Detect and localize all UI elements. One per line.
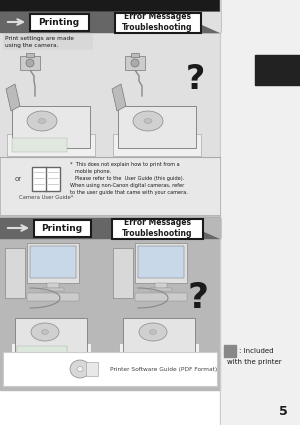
Bar xyxy=(150,288,172,291)
Bar xyxy=(138,246,184,278)
Bar xyxy=(135,293,187,301)
Bar xyxy=(220,0,300,425)
Ellipse shape xyxy=(38,119,46,124)
Polygon shape xyxy=(175,12,220,32)
Text: Error Messages
Troubleshooting: Error Messages Troubleshooting xyxy=(122,218,192,238)
Bar xyxy=(224,345,236,357)
Bar xyxy=(7,134,95,156)
Ellipse shape xyxy=(133,111,163,131)
Ellipse shape xyxy=(149,329,157,334)
Bar xyxy=(5,248,25,298)
Bar xyxy=(113,248,133,298)
Text: Printing: Printing xyxy=(38,17,80,26)
Ellipse shape xyxy=(27,111,57,131)
Bar xyxy=(27,243,79,283)
Bar xyxy=(118,106,196,148)
Text: ?: ? xyxy=(188,281,208,315)
Bar xyxy=(86,362,98,376)
Bar xyxy=(0,12,220,215)
Bar xyxy=(255,55,300,85)
Ellipse shape xyxy=(139,323,167,341)
Bar xyxy=(123,318,195,356)
Bar xyxy=(17,346,67,359)
Bar xyxy=(0,218,220,238)
Ellipse shape xyxy=(144,119,152,124)
Bar xyxy=(131,53,139,57)
Ellipse shape xyxy=(26,59,34,67)
Bar xyxy=(155,283,167,288)
FancyBboxPatch shape xyxy=(115,12,200,32)
Bar xyxy=(32,167,60,191)
Polygon shape xyxy=(175,218,220,238)
Text: 5: 5 xyxy=(279,405,288,418)
Text: Print settings are made
using the camera.: Print settings are made using the camera… xyxy=(5,36,74,48)
Text: Error Messages
Troubleshooting: Error Messages Troubleshooting xyxy=(122,11,192,32)
Ellipse shape xyxy=(131,59,139,67)
Bar xyxy=(125,56,145,70)
Bar xyxy=(113,134,201,156)
Text: *  This does not explain how to print from a
   mobile phone.
   Please refer to: * This does not explain how to print fro… xyxy=(70,162,188,195)
Ellipse shape xyxy=(41,329,49,334)
Text: Camera User Guide*: Camera User Guide* xyxy=(19,195,73,200)
Text: : Included: : Included xyxy=(239,348,274,354)
Ellipse shape xyxy=(70,360,90,378)
FancyBboxPatch shape xyxy=(29,14,88,31)
Bar xyxy=(47,283,59,288)
Polygon shape xyxy=(155,12,220,32)
Bar xyxy=(0,12,220,32)
Polygon shape xyxy=(112,84,126,111)
FancyBboxPatch shape xyxy=(3,34,93,50)
Bar xyxy=(20,56,40,70)
Bar xyxy=(119,343,199,363)
Text: or: or xyxy=(14,176,22,182)
Bar xyxy=(222,0,300,425)
Bar xyxy=(42,288,64,291)
Bar xyxy=(0,218,220,390)
Ellipse shape xyxy=(77,366,83,371)
Bar xyxy=(12,106,90,148)
Bar xyxy=(15,318,87,356)
Text: Printer Software Guide (PDF Format): Printer Software Guide (PDF Format) xyxy=(110,366,217,371)
Bar xyxy=(0,157,220,215)
Polygon shape xyxy=(6,84,20,111)
Bar xyxy=(12,138,67,152)
Bar xyxy=(135,243,187,283)
Bar xyxy=(0,215,220,218)
Text: ?: ? xyxy=(185,62,205,96)
FancyBboxPatch shape xyxy=(34,219,91,236)
FancyBboxPatch shape xyxy=(112,218,202,238)
Bar xyxy=(0,0,220,12)
Bar xyxy=(3,352,217,386)
Bar xyxy=(30,246,76,278)
Ellipse shape xyxy=(31,323,59,341)
Bar xyxy=(27,293,79,301)
Bar xyxy=(26,53,34,57)
Bar xyxy=(11,343,91,363)
Text: Printing: Printing xyxy=(41,224,82,232)
Text: with the printer: with the printer xyxy=(227,359,282,365)
